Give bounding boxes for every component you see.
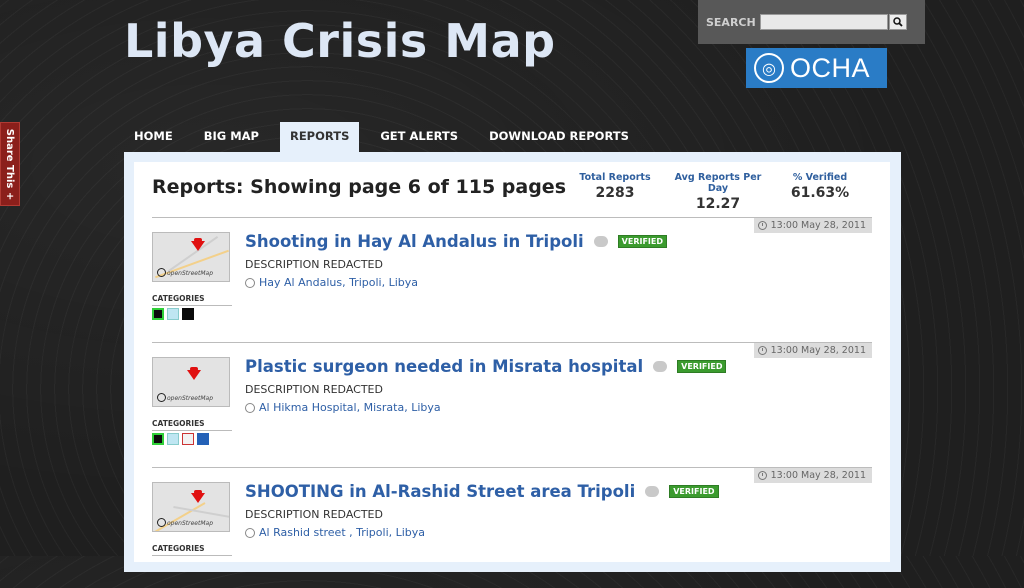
stat-label: Total Reports (579, 172, 651, 183)
share-this-tab[interactable]: Share This + (0, 122, 20, 206)
map-marker-icon (187, 367, 201, 380)
clock-icon (757, 221, 767, 230)
ocha-logo[interactable]: ◎ OCHA (746, 48, 887, 88)
shield-category-icon[interactable] (152, 308, 164, 320)
comment-count-icon[interactable] (593, 236, 608, 247)
report-location-text[interactable]: Al Hikma Hospital, Misrata, Libya (259, 401, 441, 414)
search-label: SEARCH (706, 15, 756, 29)
stat-total-reports: Total Reports 2283 (574, 172, 656, 201)
report-title-text[interactable]: Plastic surgeon needed in Misrata hospit… (245, 357, 644, 376)
categories-label: CATEGORIES (152, 419, 232, 431)
categories-label: CATEGORIES (152, 544, 232, 556)
report-location-text[interactable]: Hay Al Andalus, Tripoli, Libya (259, 276, 418, 289)
water-category-icon[interactable] (167, 308, 179, 320)
map-marker-icon (191, 490, 205, 503)
reports-content: Reports: Showing page 6 of 115 pages Tot… (134, 162, 890, 562)
share-this-label: Share This + (4, 128, 16, 200)
un-emblem-icon: ◎ (754, 53, 784, 83)
report-map-thumbnail[interactable]: openStreetMap (152, 482, 230, 532)
report-date: 13:00 May 28, 2011 (753, 468, 872, 483)
report-location-text[interactable]: Al Rashid street , Tripoli, Libya (259, 526, 426, 539)
map-marker-icon (191, 238, 205, 251)
clock-icon (757, 471, 767, 480)
nav-big-map[interactable]: BIG MAP (203, 129, 259, 143)
black-category-icon[interactable] (182, 308, 194, 320)
shield-category-icon[interactable] (152, 433, 164, 445)
nav-reports[interactable]: REPORTS (279, 122, 360, 152)
blue-category-icon[interactable] (197, 433, 209, 445)
report-title-text[interactable]: Shooting in Hay Al Andalus in Tripoli (245, 232, 584, 251)
category-icons (152, 433, 212, 445)
stat-label: Avg Reports Per Day (674, 172, 762, 194)
report-date: 13:00 May 28, 2011 (753, 343, 872, 358)
report-date: 13:00 May 28, 2011 (753, 218, 872, 233)
search-input[interactable] (760, 14, 888, 30)
report-description: DESCRIPTION REDACTED (245, 508, 383, 521)
thumb-caption: openStreetMap (167, 395, 213, 402)
report-title-link[interactable]: Plastic surgeon needed in Misrata hospit… (245, 357, 727, 376)
report-date-text: 13:00 May 28, 2011 (770, 220, 866, 231)
nav-download-reports[interactable]: DOWNLOAD REPORTS (489, 129, 629, 143)
search-icon (893, 17, 903, 27)
verified-badge: VERIFIED (677, 360, 727, 373)
ocha-logo-text: OCHA (790, 52, 871, 83)
report-title-link[interactable]: SHOOTING in Al-Rashid Street area Tripol… (245, 482, 719, 501)
report-location[interactable]: Al Hikma Hospital, Misrata, Libya (245, 401, 441, 414)
report-location[interactable]: Al Rashid street , Tripoli, Libya (245, 526, 425, 539)
stat-value: 2283 (595, 185, 635, 201)
location-icon (245, 277, 255, 288)
report-description: DESCRIPTION REDACTED (245, 383, 383, 396)
stat-label: % Verified (792, 172, 848, 183)
location-icon (245, 527, 255, 538)
verified-badge: VERIFIED (617, 235, 668, 248)
medical-category-icon[interactable] (182, 433, 194, 445)
nav-home[interactable]: HOME (134, 129, 173, 143)
page-heading: Reports: Showing page 6 of 115 pages (152, 176, 567, 198)
thumb-caption: openStreetMap (167, 520, 213, 527)
zoom-icon (157, 268, 166, 277)
comment-count-icon[interactable] (645, 486, 660, 497)
zoom-icon (157, 393, 166, 402)
site-title[interactable]: Libya Crisis Map (124, 14, 556, 68)
report-map-thumbnail[interactable]: openStreetMap (152, 232, 230, 282)
stat-value: 12.27 (695, 196, 741, 212)
report-map-thumbnail[interactable]: openStreetMap (152, 357, 230, 407)
search-button[interactable] (889, 14, 907, 30)
clock-icon (757, 346, 767, 355)
report-date-text: 13:00 May 28, 2011 (770, 470, 866, 481)
verified-badge: VERIFIED (669, 485, 719, 498)
stat-percent-verified: % Verified 61.63% (780, 172, 860, 201)
comment-count-icon[interactable] (653, 361, 668, 372)
zoom-icon (157, 518, 166, 527)
report-item: 13:00 May 28, 2011 openStreetMap CATEGOR… (152, 342, 872, 463)
stat-avg-reports: Avg Reports Per Day 12.27 (664, 172, 772, 212)
stat-value: 61.63% (790, 185, 850, 201)
nav-get-alerts[interactable]: GET ALERTS (380, 129, 459, 143)
report-item: 13:00 May 28, 2011 openStreetMap CATEGOR… (152, 467, 872, 588)
categories-label: CATEGORIES (152, 294, 232, 306)
search-box: SEARCH (698, 0, 925, 44)
main-nav: HOME BIG MAP REPORTS GET ALERTS DOWNLOAD… (124, 122, 650, 152)
report-date-text: 13:00 May 28, 2011 (770, 345, 866, 356)
thumb-caption: openStreetMap (167, 270, 213, 277)
report-location[interactable]: Hay Al Andalus, Tripoli, Libya (245, 276, 418, 289)
report-item: 13:00 May 28, 2011 openStreetMap CATEGOR… (152, 217, 872, 338)
report-title-text[interactable]: SHOOTING in Al-Rashid Street area Tripol… (245, 482, 636, 501)
report-title-link[interactable]: Shooting in Hay Al Andalus in Tripoli VE… (245, 232, 668, 251)
location-icon (245, 402, 255, 413)
category-icons (152, 308, 197, 320)
water-category-icon[interactable] (167, 433, 179, 445)
report-description: DESCRIPTION REDACTED (245, 258, 383, 271)
